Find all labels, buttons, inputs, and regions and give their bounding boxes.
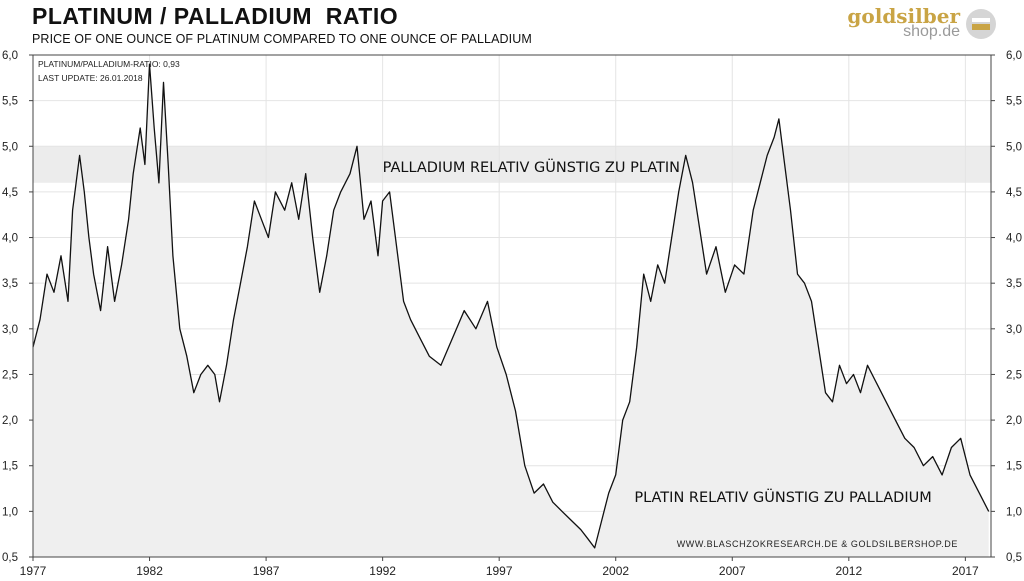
y-tick-label-left: 0,5 [2,552,18,564]
y-tick-label-left: 2,0 [2,415,18,427]
y-tick-label-left: 2,5 [2,369,18,381]
ratio-info: PLATINUM/PALLADIUM-RATIO: 0,93 [38,59,180,69]
series-area [33,64,989,557]
y-tick-label-left: 3,0 [2,324,18,336]
y-tick-label-right: 3,0 [1006,324,1022,336]
y-tick-label-left: 5,5 [2,96,18,108]
x-tick-label: 1982 [136,564,163,578]
update-info: LAST UPDATE: 26.01.2018 [38,73,143,83]
y-tick-label-left: 5,0 [2,141,18,153]
highlight-band [33,146,991,183]
y-tick-label-right: 0,5 [1006,552,1022,564]
y-tick-label-right: 5,0 [1006,141,1022,153]
x-tick-label: 1992 [369,564,396,578]
y-tick-label-right: 2,0 [1006,415,1022,427]
annotation-palladium: PALLADIUM RELATIV GÜNSTIG ZU PLATIN [383,158,680,176]
y-tick-label-right: 1,5 [1006,461,1022,473]
x-tick-label: 1977 [20,564,47,578]
source-credit: WWW.BLASCHZOKRESEARCH.DE & GOLDSILBERSHO… [677,539,958,549]
x-tick-label: 2017 [952,564,979,578]
y-tick-label-right: 5,5 [1006,96,1022,108]
y-tick-label-left: 3,5 [2,278,18,290]
brand-logo[interactable]: goldsilber shop.de [847,4,996,44]
chart-subtitle: PRICE OF ONE OUNCE OF PLATINUM COMPARED … [32,32,532,46]
y-tick-label-right: 4,5 [1006,187,1022,199]
x-tick-label: 2012 [835,564,862,578]
logo-text-bottom: shop.de [903,23,960,40]
x-tick-label: 1997 [486,564,513,578]
y-tick-label-right: 1,0 [1006,506,1022,518]
x-tick-label: 1987 [253,564,280,578]
y-tick-label-left: 1,5 [2,461,18,473]
bullion-coin-icon [966,9,996,39]
y-tick-label-right: 6,0 [1006,50,1022,62]
y-tick-label-right: 2,5 [1006,369,1022,381]
y-tick-label-right: 4,0 [1006,233,1022,245]
plot-frame [32,54,992,558]
logo-text-top: goldsilber [847,4,960,28]
x-tick-label: 2002 [602,564,629,578]
series-line [32,63,990,549]
y-tick-label-left: 4,0 [2,233,18,245]
y-tick-label-left: 1,0 [2,506,18,518]
x-tick-label: 2007 [719,564,746,578]
annotation-platin: PLATIN RELATIV GÜNSTIG ZU PALLADIUM [634,488,931,506]
y-tick-label-left: 4,5 [2,187,18,199]
y-tick-label-left: 6,0 [2,50,18,62]
chart-title: PLATINUM / PALLADIUM RATIO [32,3,399,29]
y-tick-label-right: 3,5 [1006,278,1022,290]
